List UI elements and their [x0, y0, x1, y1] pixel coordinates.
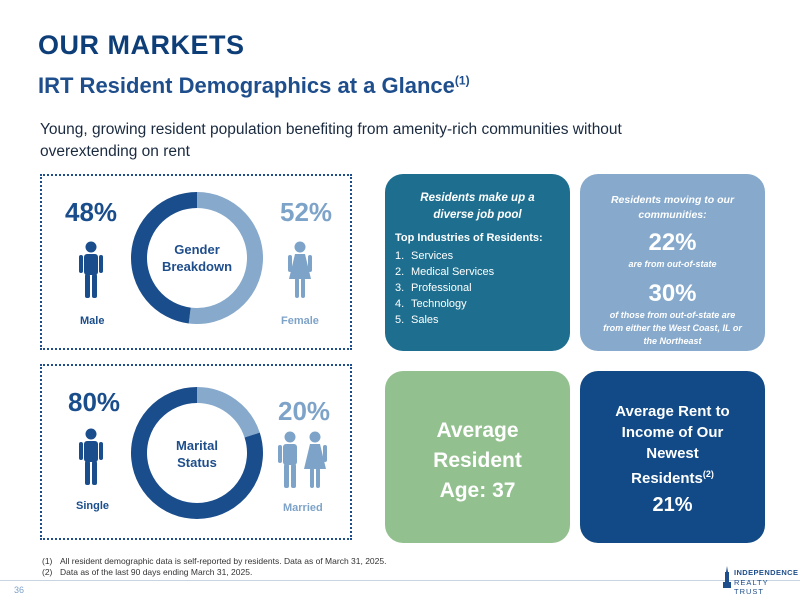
building-icon: [723, 566, 731, 588]
job-pool-heading: Residents make up a diverse job pool: [385, 190, 570, 224]
industries-list: 1. Services 2. Medical Services 3. Professi…: [395, 248, 494, 328]
list-item: 4. Technology: [395, 296, 494, 312]
donut-segment-male: [131, 192, 198, 324]
rent-line1: Average Rent to: [615, 403, 730, 420]
out-of-state-desc: are from out-of-state: [628, 259, 717, 269]
list-item-label: Medical Services: [411, 266, 495, 278]
rent-line3: Newest: [646, 445, 699, 462]
female-label: Female: [281, 315, 319, 327]
list-item-number: 2.: [395, 266, 405, 278]
regions-desc-line1: of those from out-of-state are: [609, 310, 736, 320]
gender-donut-chart: [131, 192, 263, 324]
donut-segment-married: [196, 387, 260, 438]
page-number: 36: [14, 585, 25, 595]
single-person-icon: [79, 428, 103, 485]
regions-desc-line2: from either the West Coast, IL or: [603, 323, 742, 333]
footnote: (2) Data as of the last 90 days ending Ma…: [42, 567, 252, 577]
subtitle-text: IRT Resident Demographics at a Glance: [38, 73, 455, 98]
rent-line4-text: Residents: [631, 470, 703, 487]
list-item-label: Sales: [411, 314, 439, 326]
intro-text: Young, growing resident population benef…: [40, 121, 622, 160]
footnote-text: All resident demographic data is self-re…: [60, 556, 387, 566]
married-percent: 20%: [278, 396, 331, 426]
job-pool-card: Residents make up a diverse job pool Top…: [385, 174, 570, 351]
list-item: 3. Professional: [395, 280, 494, 296]
male-person-icon: [79, 241, 103, 298]
single-percent: 80%: [68, 387, 121, 417]
average-age-card: Average Resident Age: 37: [385, 371, 570, 543]
age-value: 37: [492, 479, 516, 502]
rent-to-income-value: 21%: [652, 494, 693, 516]
donut-segment-female: [188, 192, 263, 324]
job-pool-heading-line1: Residents make up a: [420, 192, 535, 204]
top-industries-label: Top Industries of Residents:: [395, 232, 543, 244]
moving-heading-line1: Residents moving to our: [610, 194, 735, 206]
page-title: OUR MARKETS: [38, 30, 245, 60]
male-label: Male: [80, 315, 105, 327]
regions-desc: of those from out-of-state are from eith…: [592, 309, 753, 348]
single-label: Single: [76, 500, 110, 512]
female-person-icon: [288, 241, 312, 298]
residents-moving-card: Residents moving to our communities: 22%…: [580, 174, 765, 351]
job-pool-heading-line2: diverse job pool: [433, 209, 522, 221]
marital-donut-chart: [131, 387, 263, 519]
age-line2: Resident: [433, 449, 522, 472]
list-item-label: Services: [411, 250, 454, 262]
married-label: Married: [283, 502, 323, 514]
gender-label-line1: Gender: [174, 242, 220, 257]
out-of-state-stat: 22%: [648, 229, 697, 256]
rent-line2: Income of Our: [621, 424, 724, 441]
rent-to-income-card: Average Rent to Income of Our Newest Res…: [580, 371, 765, 543]
list-item: 5. Sales: [395, 312, 494, 328]
marital-panel: [40, 364, 352, 540]
logo-line2: REALTY TRUST: [734, 578, 769, 596]
age-line3: Age: 37: [385, 476, 570, 506]
footer-divider: [0, 580, 800, 581]
marital-donut-label: Marital Status: [150, 437, 244, 471]
footnote: (1) All resident demographic data is self…: [42, 556, 386, 566]
company-logo: INDEPENDENCE REALTY TRUST: [720, 564, 800, 596]
list-item-number: 5.: [395, 314, 405, 326]
gender-label-line2: Breakdown: [161, 259, 233, 274]
average-age-text: Average Resident Age: 37: [385, 416, 570, 506]
list-item-number: 1.: [395, 250, 405, 262]
list-item-number: 3.: [395, 282, 405, 294]
list-item-label: Professional: [411, 282, 472, 294]
footnote-text: Data as of the last 90 days ending March…: [60, 567, 253, 577]
rent-footnote-ref: (2): [702, 469, 714, 479]
subtitle-footnote-ref: (1): [454, 73, 470, 88]
residents-moving-heading: Residents moving to our communities:: [580, 193, 765, 223]
age-label: Age:: [439, 479, 487, 502]
section-subtitle: IRT Resident Demographics at a Glance(1): [38, 73, 470, 99]
gender-panel: [40, 174, 352, 350]
marital-label-line1: Marital: [176, 438, 218, 453]
regions-stat: 30%: [648, 280, 697, 307]
female-percent: 52%: [280, 197, 333, 227]
footnote-number: (2): [42, 567, 53, 577]
logo-line1: INDEPENDENCE: [734, 568, 799, 577]
donut-segment-single: [131, 387, 263, 519]
list-item-label: Technology: [411, 298, 467, 310]
marital-label-line2: Status: [177, 455, 217, 470]
married-couple-icon: [278, 431, 327, 488]
male-percent: 48%: [65, 197, 118, 227]
moving-heading-line2: communities:: [638, 209, 707, 221]
rent-to-income-text: Average Rent to Income of Our Newest Res…: [580, 401, 765, 489]
list-item-number: 4.: [395, 298, 405, 310]
list-item: 1. Services: [395, 248, 494, 264]
rent-line4: Residents(2): [580, 464, 765, 489]
list-item: 2. Medical Services: [395, 264, 494, 280]
footnote-number: (1): [42, 556, 53, 566]
age-line1: Average: [436, 419, 519, 442]
regions-desc-line3: the Northeast: [643, 336, 702, 346]
gender-donut-label: Gender Breakdown: [150, 241, 244, 275]
